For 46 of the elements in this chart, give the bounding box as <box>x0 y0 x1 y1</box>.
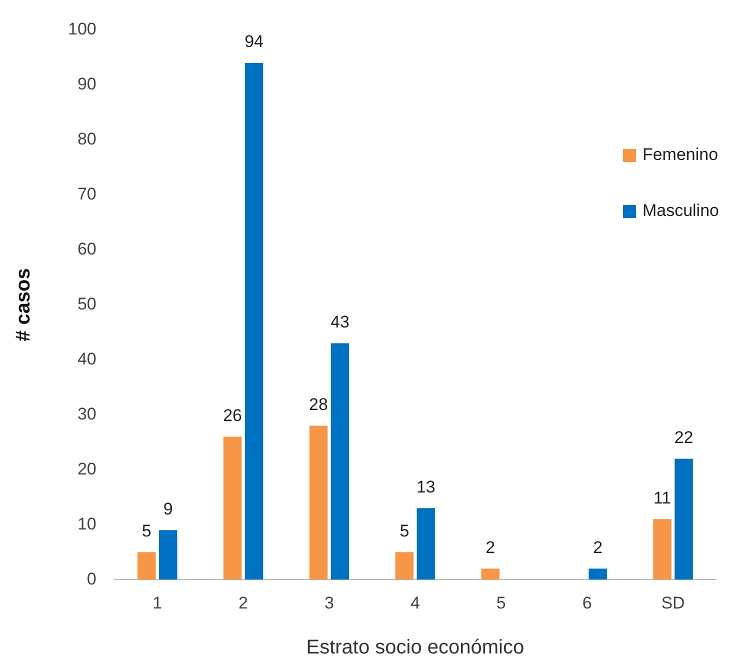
y-axis-title: # casos <box>12 268 35 342</box>
data-label: 43 <box>330 312 350 332</box>
x-tick-label: 3 <box>324 593 334 612</box>
y-tick-label: 20 <box>77 459 96 478</box>
bar <box>137 552 156 580</box>
bar <box>158 530 178 580</box>
x-tick-label: 4 <box>410 593 420 612</box>
legend-label: Femenino <box>642 145 718 165</box>
y-tick-label: 40 <box>77 349 96 368</box>
x-tick-label: SD <box>661 593 685 612</box>
data-label: 28 <box>309 394 328 414</box>
bar <box>481 568 500 580</box>
bar <box>309 426 328 580</box>
data-label: 26 <box>223 406 242 425</box>
data-label: 9 <box>163 499 173 518</box>
bar <box>674 458 693 580</box>
bar <box>588 568 607 580</box>
data-label: 11 <box>653 488 672 508</box>
y-tick-label: 80 <box>77 130 96 149</box>
x-tick-label: 6 <box>582 593 592 612</box>
x-tick-label: 1 <box>152 593 162 612</box>
data-label: 2 <box>593 538 603 557</box>
legend-label: Masculino <box>642 201 719 221</box>
data-label: 5 <box>400 521 410 540</box>
bar <box>330 343 350 580</box>
data-label: 5 <box>142 521 152 540</box>
bar <box>416 508 436 580</box>
data-label: 2 <box>486 538 496 557</box>
bar <box>244 62 264 580</box>
y-tick-label: 60 <box>77 240 96 259</box>
x-axis-title: Estrato socio económico <box>306 636 524 659</box>
bar <box>653 519 672 580</box>
bar <box>395 552 414 580</box>
data-label: 13 <box>416 477 436 496</box>
y-tick-label: 90 <box>77 74 96 94</box>
bar <box>223 436 242 580</box>
data-label: 94 <box>244 32 264 52</box>
x-tick-label: 5 <box>496 593 506 612</box>
y-tick-label: 30 <box>77 404 96 424</box>
y-tick-label: 50 <box>77 294 96 314</box>
y-tick-label: 70 <box>77 184 96 204</box>
x-tick-label: 2 <box>238 593 248 612</box>
y-tick-label: 0 <box>86 569 96 588</box>
data-label: 22 <box>674 428 694 447</box>
y-tick-label: 10 <box>77 514 96 534</box>
y-tick-label: 100 <box>68 20 96 39</box>
